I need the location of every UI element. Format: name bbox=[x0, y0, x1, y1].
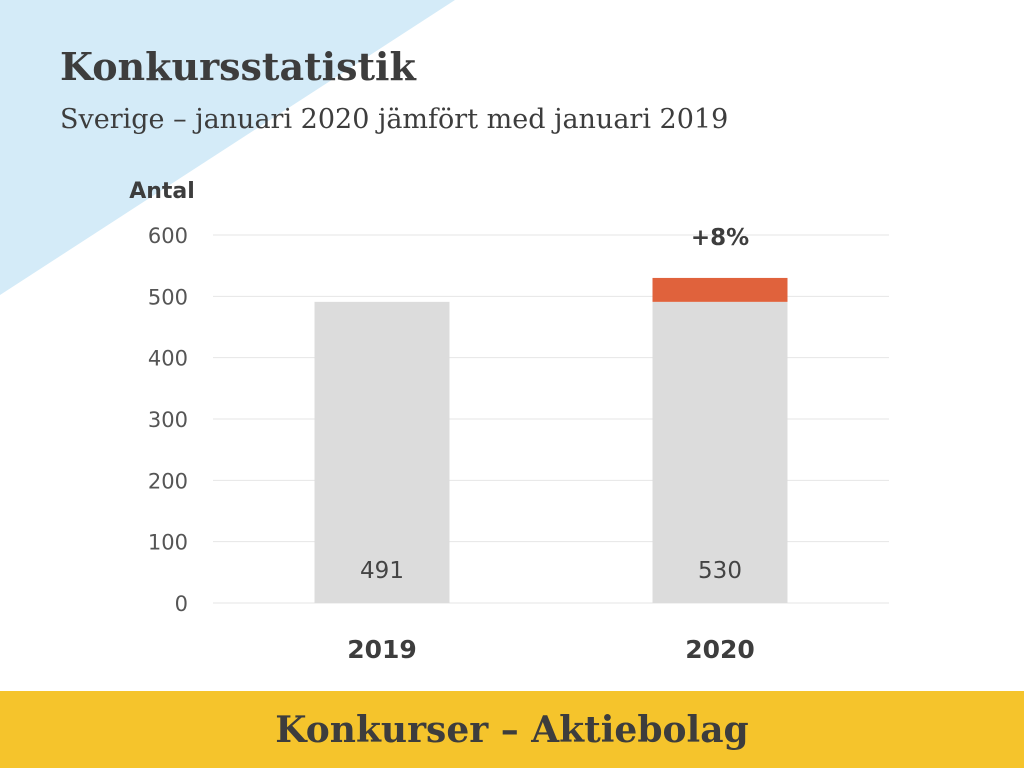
y-tick-label: 400 bbox=[148, 347, 188, 371]
y-axis-label: Antal bbox=[129, 179, 195, 204]
bars bbox=[314, 277, 788, 603]
annotations: +8% bbox=[691, 225, 749, 251]
bar-base-2019 bbox=[314, 301, 450, 603]
y-tick-label: 100 bbox=[148, 531, 188, 555]
slide-subtitle: Sverige – januari 2020 jämfört med janua… bbox=[60, 104, 729, 135]
x-tick-label-2019: 2019 bbox=[347, 635, 417, 664]
slide-title: Konkursstatistik bbox=[60, 44, 416, 89]
bar-chart: 0 100 200 300 400 500 600 Antal 491 530 2019 202… bbox=[129, 179, 889, 664]
y-axis-ticks: 0 100 200 300 400 500 600 bbox=[148, 224, 188, 616]
data-labels: 491 530 bbox=[360, 558, 742, 584]
footer-band: Konkurser – Aktiebolag bbox=[0, 691, 1024, 768]
corner-decoration bbox=[0, 0, 455, 295]
bar-base-2020 bbox=[652, 301, 788, 603]
y-tick-label: 600 bbox=[148, 224, 188, 248]
change-annotation: +8% bbox=[691, 225, 749, 251]
bar-increase-2020 bbox=[652, 277, 788, 302]
x-axis-labels: 2019 2020 bbox=[347, 635, 755, 664]
y-tick-label: 500 bbox=[148, 285, 188, 309]
y-tick-label: 200 bbox=[148, 469, 188, 493]
footer-title: Konkurser – Aktiebolag bbox=[275, 708, 749, 751]
y-tick-label: 0 bbox=[175, 592, 188, 616]
y-tick-label: 300 bbox=[148, 408, 188, 432]
data-label-2019: 491 bbox=[360, 558, 404, 584]
corner-triangle bbox=[0, 0, 455, 295]
data-label-2020: 530 bbox=[698, 558, 742, 584]
gridlines bbox=[213, 234, 889, 604]
x-tick-label-2020: 2020 bbox=[685, 635, 755, 664]
